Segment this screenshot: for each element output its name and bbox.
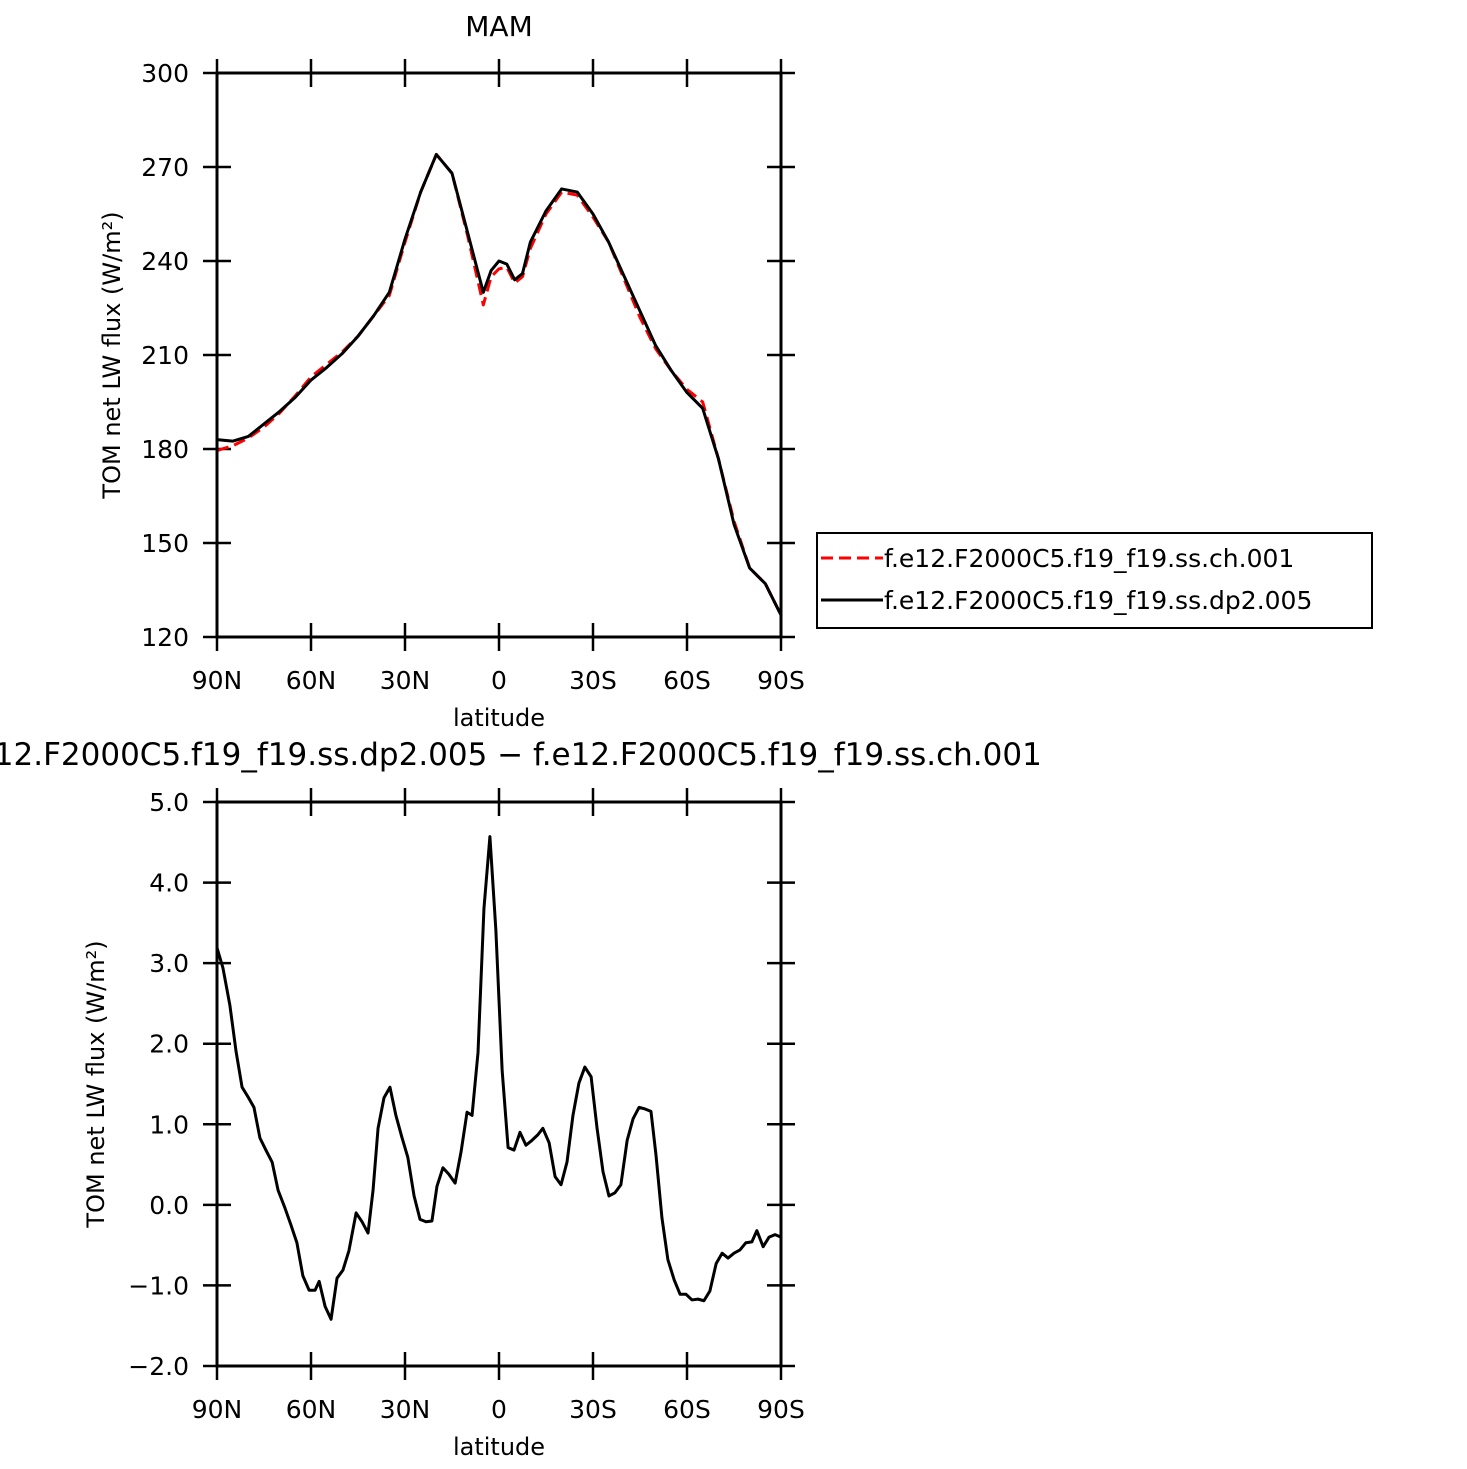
x-tick-label: 0 [491,1395,507,1424]
chart-title: MAM [465,10,532,43]
y-tick-label: 0.0 [149,1191,189,1220]
y-tick-label: 300 [141,59,189,88]
x-tick-label: 60N [286,1395,337,1424]
x-tick-label: 30N [380,666,431,695]
x-tick-label: 90N [192,666,243,695]
y-tick-label: −1.0 [128,1271,189,1300]
plot-frame [215,800,783,1368]
x-tick-label: 30S [569,1395,617,1424]
x-tick-label: 30N [380,1395,431,1424]
y-tick-label: 150 [141,529,189,558]
x-tick-label: 90S [757,1395,805,1424]
chart-title: f.e12.F2000C5.f19_f19.ss.dp2.005 − f.e12… [0,737,1042,773]
y-tick-label: 180 [141,435,189,464]
x-tick-label: 90S [757,666,805,695]
y-tick-label: −2.0 [128,1352,189,1381]
y-axis-label: TOM net LW flux (W/m²) [82,940,110,1228]
x-tick-label: 90N [192,1395,243,1424]
x-axis-label: latitude [453,704,545,732]
y-tick-label: 1.0 [149,1110,189,1139]
x-tick-label: 60S [663,666,711,695]
x-axis-label: latitude [453,1433,545,1461]
y-tick-label: 5.0 [149,788,189,817]
y-tick-label: 3.0 [149,949,189,978]
plot-frame [215,71,783,639]
data-line [216,152,783,616]
y-tick-label: 210 [141,341,189,370]
x-tick-label: 0 [491,666,507,695]
legend-label: f.e12.F2000C5.f19_f19.ss.dp2.005 [884,586,1312,615]
y-tick-label: 4.0 [149,869,189,898]
x-tick-label: 60S [663,1395,711,1424]
x-tick-label: 30S [569,666,617,695]
y-tick-label: 270 [141,153,189,182]
y-axis-label: TOM net LW flux (W/m²) [98,211,126,499]
y-tick-label: 120 [141,623,189,652]
x-tick-label: 60N [286,666,337,695]
data-line [215,835,782,1321]
data-line [216,152,783,616]
legend-label: f.e12.F2000C5.f19_f19.ss.ch.001 [884,544,1294,573]
legend-box [816,532,1373,629]
y-tick-label: 2.0 [149,1030,189,1059]
y-tick-label: 240 [141,247,189,276]
